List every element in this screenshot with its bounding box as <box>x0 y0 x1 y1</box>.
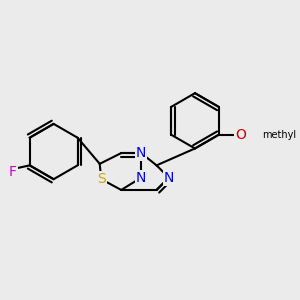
Text: F: F <box>9 164 17 178</box>
Text: N: N <box>136 171 146 185</box>
Text: N: N <box>136 146 146 160</box>
Text: O: O <box>235 128 246 142</box>
Text: S: S <box>97 172 106 186</box>
Text: N: N <box>164 171 174 185</box>
Text: methyl: methyl <box>262 130 296 140</box>
